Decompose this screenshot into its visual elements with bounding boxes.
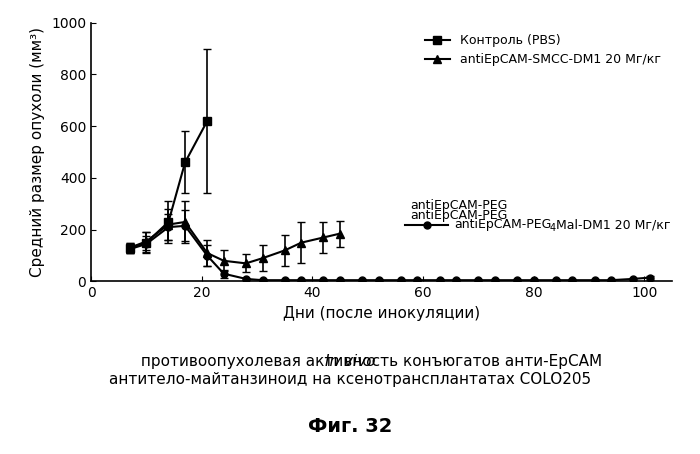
Text: 4: 4 [550, 223, 556, 233]
Text: Фиг. 32: Фиг. 32 [308, 417, 392, 436]
Text: antiEpCAM-PEG: antiEpCAM-PEG [454, 218, 552, 231]
X-axis label: Дни (после инокуляции): Дни (после инокуляции) [283, 306, 480, 321]
Text: antiEpCAM-PEG: antiEpCAM-PEG [410, 209, 508, 222]
Y-axis label: Средний размер опухоли (мм³): Средний размер опухоли (мм³) [31, 27, 46, 277]
Text: противоопухолевая активность конъюгатов анти-EpCAM
антитело-майтанзиноид на ксен: противоопухолевая активность конъюгатов … [97, 354, 603, 386]
Text: In vivo: In vivo [325, 354, 375, 369]
Text: antiEpCAM-PEG: antiEpCAM-PEG [410, 199, 508, 212]
Legend: Контроль (PBS), antiEpCAM-SMCC-DM1 20 Мг/кг: Контроль (PBS), antiEpCAM-SMCC-DM1 20 Мг… [420, 29, 666, 71]
Text: Mal-DM1 20 Мг/кг: Mal-DM1 20 Мг/кг [556, 218, 671, 231]
